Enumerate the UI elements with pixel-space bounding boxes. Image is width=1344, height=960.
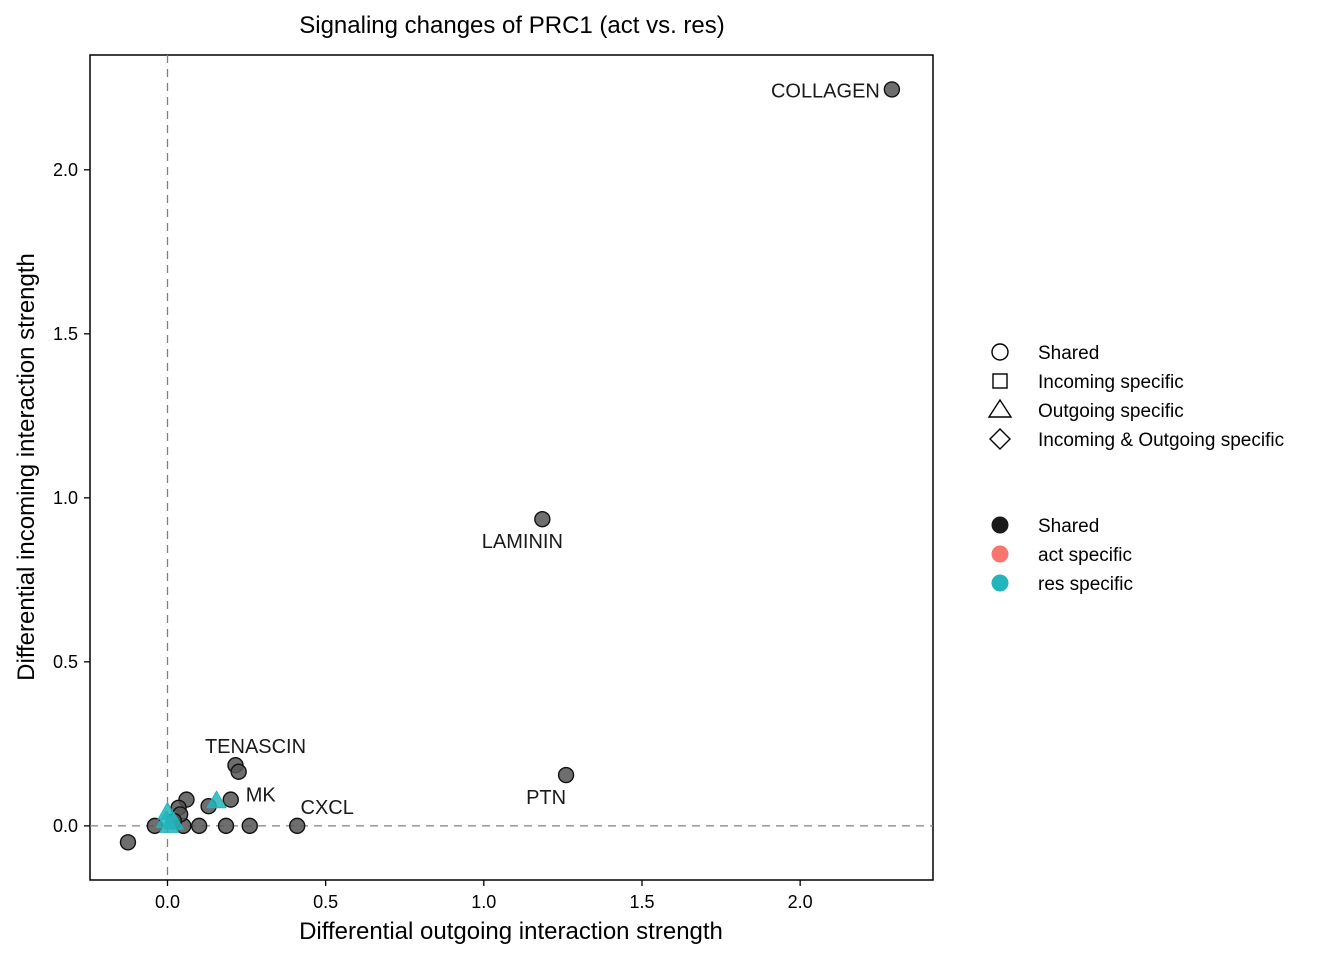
chart-title: Signaling changes of PRC1 (act vs. res) [299, 12, 725, 39]
legend-color-swatch [991, 574, 1009, 592]
scatter-point [119, 834, 137, 851]
scatter-point [557, 766, 575, 784]
legend-shape-group: Shared Incoming specific Outgoing specific… [987, 343, 1284, 451]
y-tick-label: 2.0 [53, 160, 78, 180]
legend-color-label: Shared [1038, 516, 1099, 537]
triangle-outline-icon [987, 398, 1013, 418]
legend-color-swatch [991, 545, 1009, 563]
x-tick-label: 2.0 [788, 892, 813, 912]
y-tick-label: 1.5 [53, 324, 78, 344]
point-label: COLLAGEN [771, 80, 880, 102]
y-tick-label: 1.0 [53, 488, 78, 508]
scatter-point [222, 791, 239, 808]
x-axis: 0.0 0.5 1.0 1.5 2.0 [155, 880, 813, 912]
x-tick-label: 1.5 [629, 892, 654, 912]
scatter-point [534, 510, 551, 528]
square-outline-icon [992, 373, 1008, 389]
plot-area [89, 54, 934, 881]
point-label: LAMININ [482, 531, 563, 553]
x-tick-label: 0.0 [155, 892, 180, 912]
scatter-point [241, 817, 258, 835]
point-label: CXCL [301, 797, 354, 819]
y-tick-label: 0.0 [53, 816, 78, 836]
legend-shape-label: Shared [1038, 343, 1099, 364]
legend-shape-label: Incoming & Outgoing specific [1038, 430, 1284, 451]
scatter-point [883, 81, 901, 98]
legend-shape-label: Outgoing specific [1038, 401, 1184, 422]
scatter-point-triangle [155, 809, 177, 828]
point-label: PTN [526, 787, 566, 809]
legend-shape-label: Incoming specific [1038, 372, 1184, 393]
legend: Shared Incoming specific Outgoing specific… [987, 343, 1284, 595]
scatter-point [230, 763, 247, 780]
scatter-point [217, 817, 235, 835]
circle-outline-icon [991, 343, 1009, 361]
x-axis-title: Differential outgoing interaction streng… [299, 918, 723, 945]
y-axis: 0.0 0.5 1.0 1.5 2.0 [53, 160, 90, 836]
x-tick-label: 1.0 [471, 892, 496, 912]
point-label: MK [246, 785, 277, 807]
legend-color-group: Shared act specific res specific [991, 516, 1133, 595]
scatter-point [190, 817, 208, 835]
y-axis-title: Differential incoming interaction streng… [13, 253, 40, 681]
scatter-point [288, 817, 306, 835]
legend-color-label: res specific [1038, 574, 1133, 595]
point-labels: COLLAGEN LAMININ PTN CXCL TENASCIN MK [205, 80, 880, 818]
legend-color-label: act specific [1038, 545, 1132, 566]
x-tick-label: 0.5 [313, 892, 338, 912]
data-points [119, 81, 901, 851]
scatter-point-triangle [206, 790, 227, 809]
diamond-outline-icon [989, 428, 1011, 450]
plot-border [89, 54, 934, 881]
legend-color-swatch [991, 516, 1009, 534]
y-tick-label: 0.5 [53, 652, 78, 672]
point-label: TENASCIN [205, 736, 306, 758]
